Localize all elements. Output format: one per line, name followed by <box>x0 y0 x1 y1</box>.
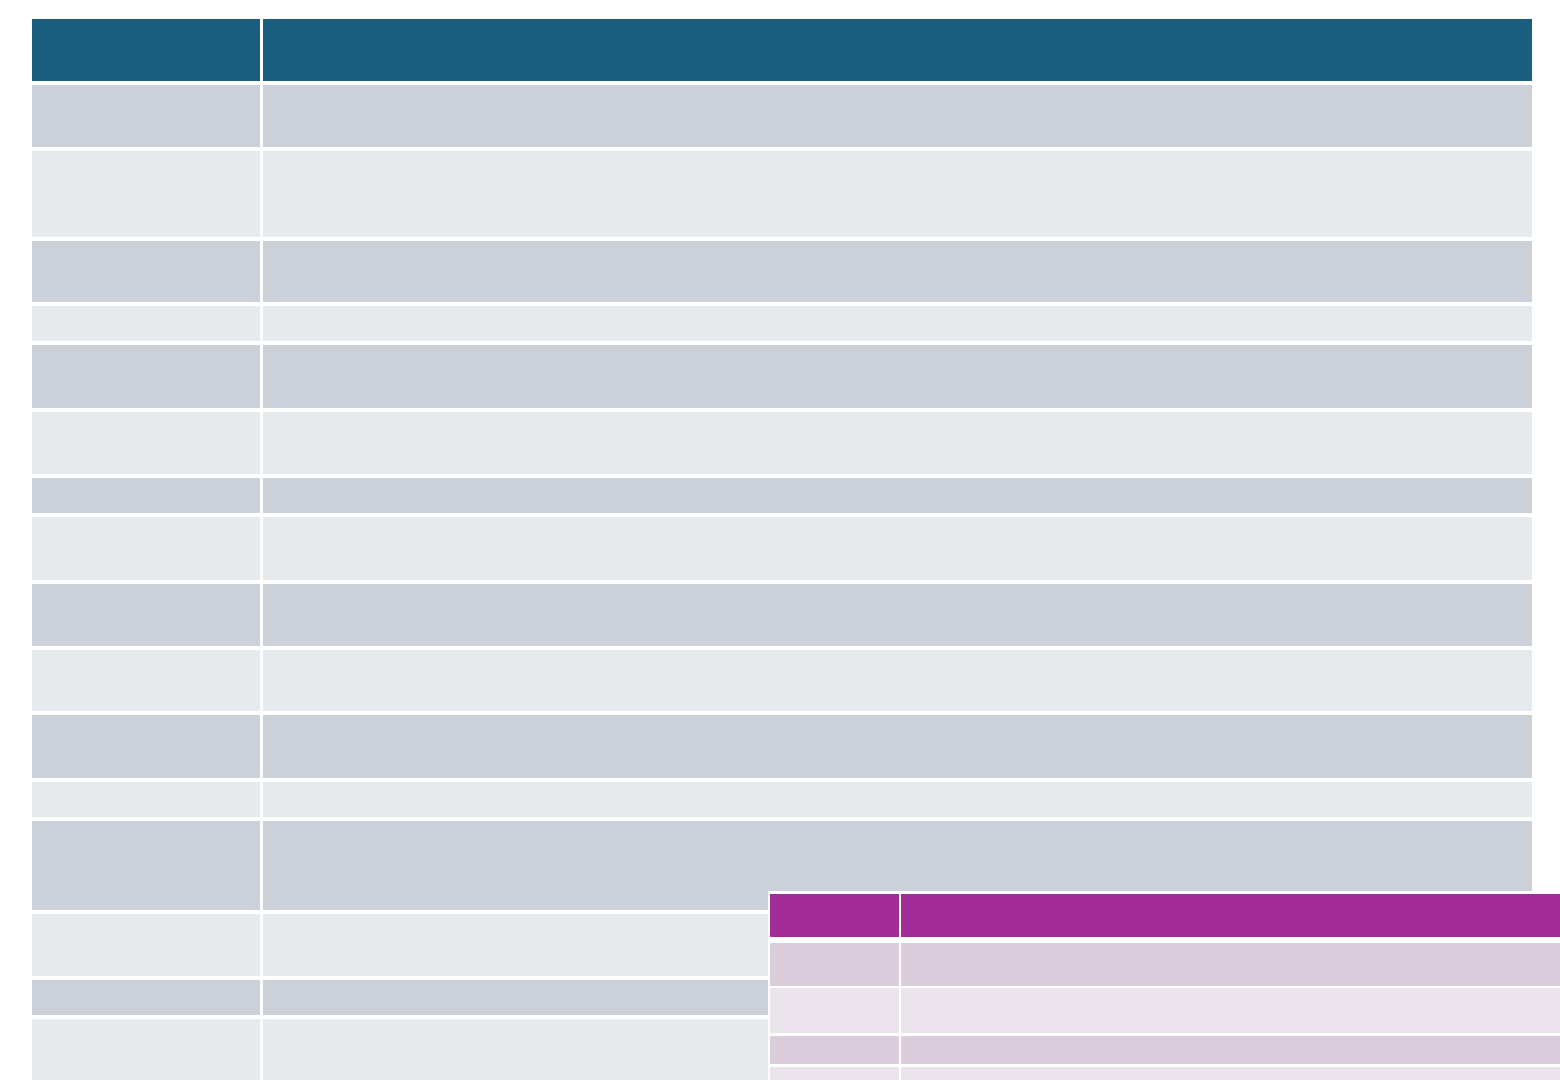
main-table-cell <box>263 650 1532 711</box>
overlay-table-cell <box>901 988 1560 1033</box>
overlay-table <box>768 891 1560 1080</box>
overlay-table-row-1 <box>770 943 1560 986</box>
main-table-cell <box>263 782 1532 817</box>
main-table-header-cell-2 <box>263 19 1532 81</box>
main-table-cell <box>32 151 260 237</box>
main-table-row-3 <box>32 241 1532 302</box>
main-table-cell <box>263 517 1532 580</box>
overlay-table-cell <box>770 943 899 986</box>
main-table-cell <box>32 980 260 1015</box>
overlay-table-cell <box>770 1067 899 1080</box>
main-table-row-5 <box>32 345 1532 408</box>
main-table-row-9 <box>32 584 1532 646</box>
main-table-cell <box>32 914 260 976</box>
main-table-cell <box>32 1019 260 1080</box>
main-table-cell <box>263 715 1532 778</box>
main-table-cell <box>32 715 260 778</box>
main-table-cell <box>263 151 1532 237</box>
overlay-table-header-row <box>770 894 1560 937</box>
main-table-cell <box>263 412 1532 474</box>
main-table-cell <box>32 478 260 513</box>
main-table-cell <box>32 517 260 580</box>
main-table-cell <box>263 345 1532 408</box>
main-table-row-8 <box>32 517 1532 580</box>
main-table-cell <box>263 241 1532 302</box>
main-table-cell <box>263 85 1532 147</box>
overlay-table-row-4 <box>770 1067 1560 1080</box>
main-table-cell <box>32 345 260 408</box>
main-table-cell <box>263 584 1532 646</box>
main-table-cell <box>32 584 260 646</box>
overlay-table-header-cell-1 <box>770 894 899 937</box>
main-table-cell <box>32 650 260 711</box>
main-table-cell <box>32 85 260 147</box>
main-table-row-12 <box>32 782 1532 817</box>
overlay-table-cell <box>770 1036 899 1064</box>
overlay-table-row-2 <box>770 988 1560 1033</box>
overlay-table-cell <box>901 943 1560 986</box>
overlay-table-header-cell-2 <box>901 894 1560 937</box>
main-table-row-10 <box>32 650 1532 711</box>
main-table-row-7 <box>32 478 1532 513</box>
main-table-row-11 <box>32 715 1532 778</box>
overlay-table-row-3 <box>770 1036 1560 1064</box>
main-table-row-2 <box>32 151 1532 237</box>
main-table-cell <box>32 821 260 910</box>
main-table-cell <box>32 306 260 341</box>
main-table-cell <box>32 412 260 474</box>
main-table-row-1 <box>32 85 1532 147</box>
main-table-row-6 <box>32 412 1532 474</box>
main-table-row-4 <box>32 306 1532 341</box>
overlay-table-cell <box>901 1036 1560 1064</box>
main-table-header-cell-1 <box>32 19 260 81</box>
overlay-table-cell <box>770 988 899 1033</box>
main-table-cell <box>263 306 1532 341</box>
main-table-header-row <box>32 19 1532 81</box>
main-table-cell <box>32 782 260 817</box>
overlay-table-cell <box>901 1067 1560 1080</box>
main-table-cell <box>263 478 1532 513</box>
main-table-cell <box>32 241 260 302</box>
